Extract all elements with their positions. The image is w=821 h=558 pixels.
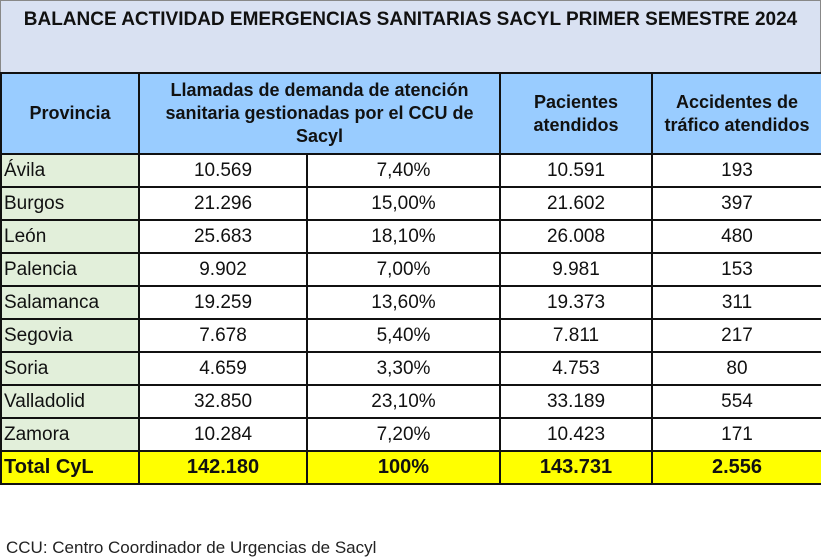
table-row: Valladolid 32.850 23,10% 33.189 554 [0, 384, 821, 419]
cell-accidentes: 80 [651, 351, 821, 386]
cell-accidentes: 554 [651, 384, 821, 419]
cell-pct: 100% [306, 450, 501, 485]
cell-pacientes: 10.423 [499, 417, 653, 452]
cell-pacientes: 33.189 [499, 384, 653, 419]
cell-llamadas: 9.902 [138, 252, 308, 287]
footnote: CCU: Centro Coordinador de Urgencias de … [6, 538, 377, 557]
cell-pct: 3,30% [306, 351, 501, 386]
cell-provincia: Segovia [0, 318, 140, 353]
cell-pct: 18,10% [306, 219, 501, 254]
cell-accidentes: 397 [651, 186, 821, 221]
table-row: Segovia 7.678 5,40% 7.811 217 [0, 318, 821, 353]
cell-accidentes: 193 [651, 153, 821, 188]
cell-pacientes: 26.008 [499, 219, 653, 254]
cell-llamadas: 142.180 [138, 450, 308, 485]
cell-pacientes: 10.591 [499, 153, 653, 188]
cell-accidentes: 2.556 [651, 450, 821, 485]
cell-llamadas: 10.284 [138, 417, 308, 452]
cell-llamadas: 21.296 [138, 186, 308, 221]
emergency-activity-table: Provincia Llamadas de demanda de atenció… [0, 72, 821, 485]
cell-provincia: Total CyL [0, 450, 140, 485]
cell-pct: 5,40% [306, 318, 501, 353]
cell-provincia: Zamora [0, 417, 140, 452]
table-row: Palencia 9.902 7,00% 9.981 153 [0, 252, 821, 287]
header-llamadas: Llamadas de demanda de atención sanitari… [138, 72, 501, 155]
cell-llamadas: 19.259 [138, 285, 308, 320]
cell-provincia: Soria [0, 351, 140, 386]
cell-pacientes: 143.731 [499, 450, 653, 485]
cell-llamadas: 32.850 [138, 384, 308, 419]
cell-accidentes: 217 [651, 318, 821, 353]
cell-accidentes: 153 [651, 252, 821, 287]
cell-pacientes: 21.602 [499, 186, 653, 221]
cell-provincia: Burgos [0, 186, 140, 221]
table-row: León 25.683 18,10% 26.008 480 [0, 219, 821, 254]
cell-pct: 13,60% [306, 285, 501, 320]
cell-accidentes: 311 [651, 285, 821, 320]
table-title: BALANCE ACTIVIDAD EMERGENCIAS SANITARIAS… [0, 0, 821, 72]
header-row: Provincia Llamadas de demanda de atenció… [0, 72, 821, 155]
cell-llamadas: 4.659 [138, 351, 308, 386]
cell-pct: 7,00% [306, 252, 501, 287]
header-provincia: Provincia [0, 72, 140, 155]
cell-pacientes: 9.981 [499, 252, 653, 287]
cell-accidentes: 480 [651, 219, 821, 254]
total-row: Total CyL 142.180 100% 143.731 2.556 [0, 450, 821, 485]
table-row: Burgos 21.296 15,00% 21.602 397 [0, 186, 821, 221]
cell-provincia: León [0, 219, 140, 254]
cell-pct: 15,00% [306, 186, 501, 221]
cell-pacientes: 7.811 [499, 318, 653, 353]
table-row: Ávila 10.569 7,40% 10.591 193 [0, 153, 821, 188]
header-pacientes: Pacientes atendidos [499, 72, 653, 155]
cell-provincia: Valladolid [0, 384, 140, 419]
table-row: Soria 4.659 3,30% 4.753 80 [0, 351, 821, 386]
cell-provincia: Salamanca [0, 285, 140, 320]
cell-llamadas: 10.569 [138, 153, 308, 188]
cell-provincia: Ávila [0, 153, 140, 188]
header-accidentes: Accidentes de tráfico atendidos [651, 72, 821, 155]
cell-pct: 23,10% [306, 384, 501, 419]
cell-pct: 7,40% [306, 153, 501, 188]
cell-pct: 7,20% [306, 417, 501, 452]
cell-provincia: Palencia [0, 252, 140, 287]
cell-llamadas: 7.678 [138, 318, 308, 353]
cell-pacientes: 19.373 [499, 285, 653, 320]
cell-accidentes: 171 [651, 417, 821, 452]
table-row: Salamanca 19.259 13,60% 19.373 311 [0, 285, 821, 320]
cell-llamadas: 25.683 [138, 219, 308, 254]
cell-pacientes: 4.753 [499, 351, 653, 386]
table-row: Zamora 10.284 7,20% 10.423 171 [0, 417, 821, 452]
